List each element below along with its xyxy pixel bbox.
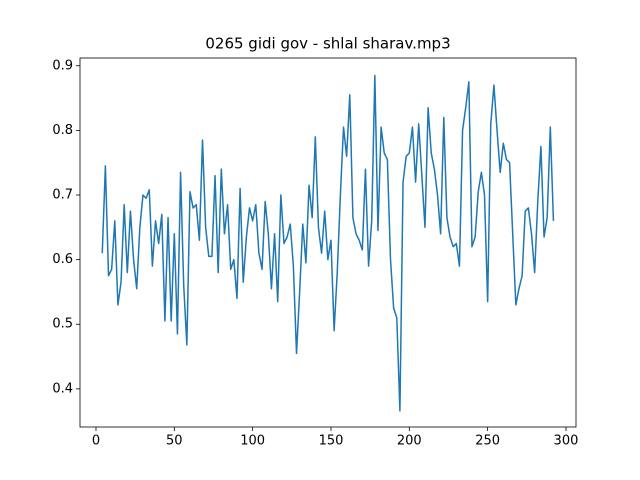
x-tick-label: 100 (240, 434, 265, 449)
y-tick-label: 0.7 (52, 188, 73, 203)
data-line (101, 74, 555, 412)
x-tick-label: 150 (319, 434, 344, 449)
x-tick-label: 200 (397, 434, 422, 449)
y-tick-label: 0.9 (52, 58, 73, 73)
y-tick-label: 0.8 (52, 123, 73, 138)
axes-frame (79, 57, 577, 428)
y-tick-label: 0.5 (52, 317, 73, 332)
y-tick-label: 0.4 (52, 381, 73, 396)
chart-title: 0265 gidi gov - shlal sharav.mp3 (205, 35, 450, 53)
x-tick-label: 300 (554, 434, 579, 449)
x-tick-label: 50 (166, 434, 183, 449)
x-tick-label: 0 (92, 434, 100, 449)
y-tick-label: 0.6 (52, 252, 73, 267)
x-tick-label: 250 (475, 434, 500, 449)
